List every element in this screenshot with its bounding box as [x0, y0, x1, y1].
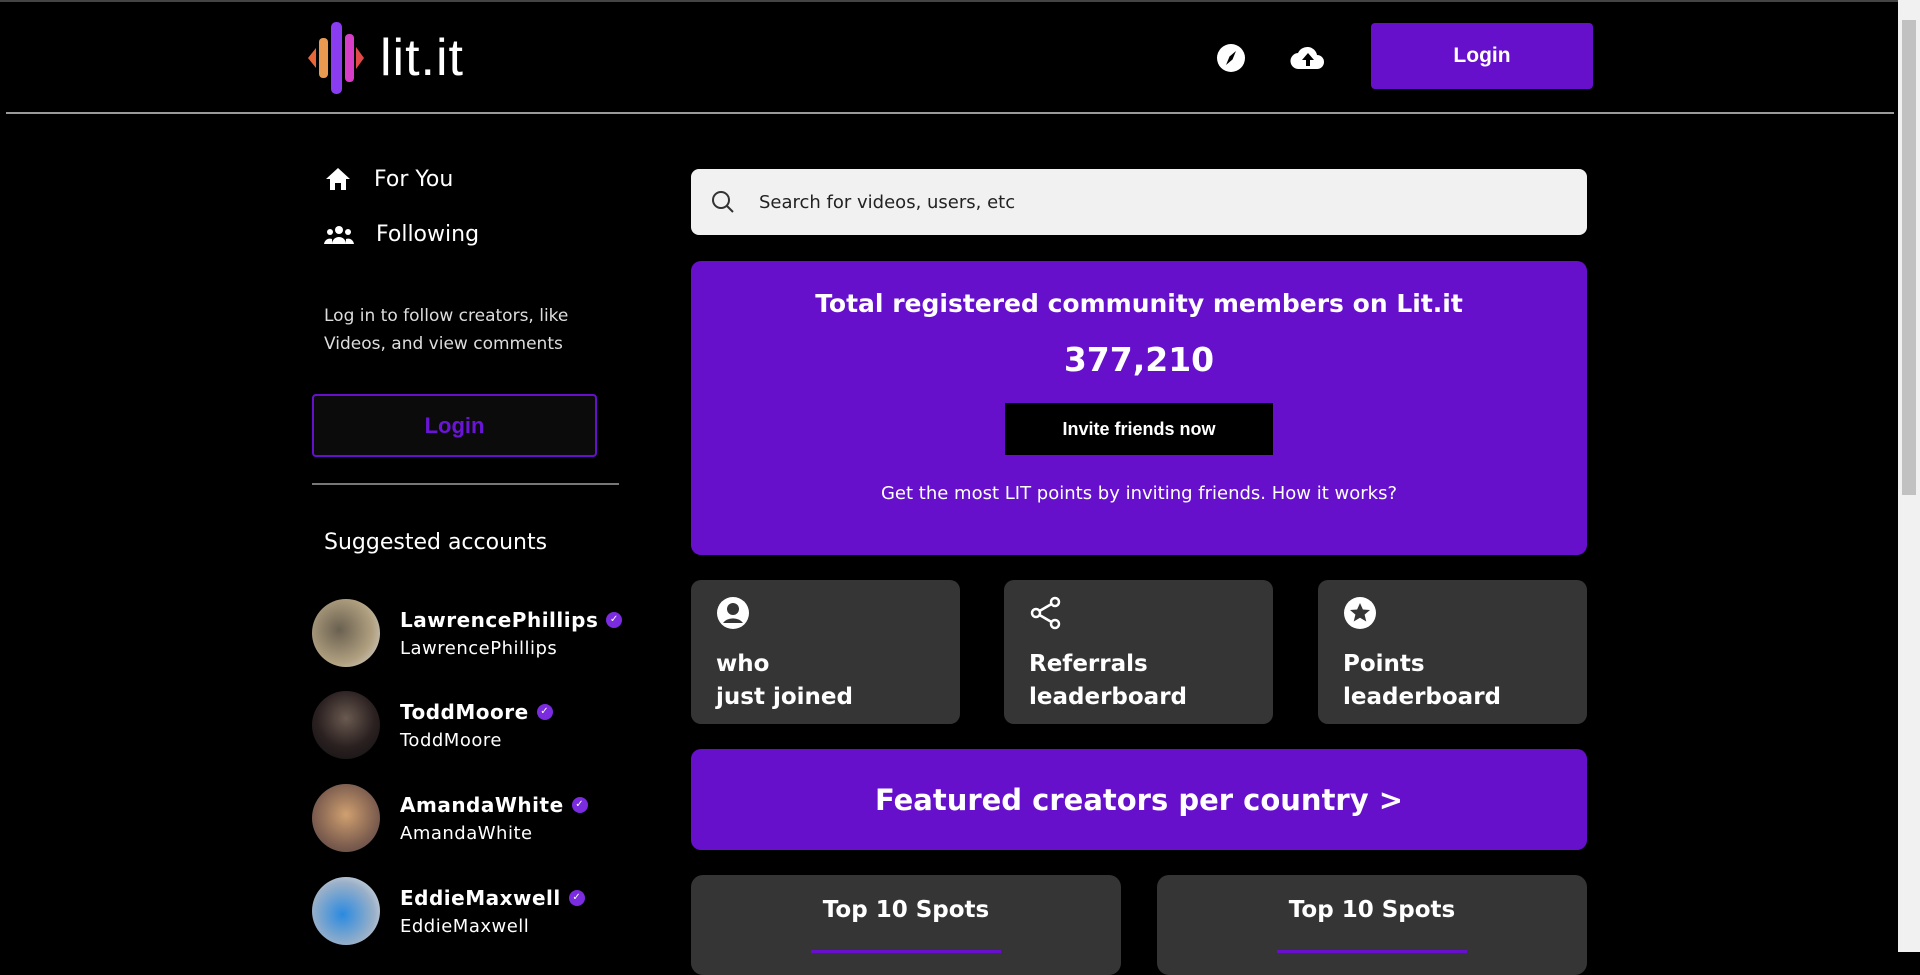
- tile-label: who: [716, 651, 770, 677]
- tile-label: leaderboard: [1343, 684, 1502, 710]
- search-input[interactable]: [759, 191, 1539, 213]
- account-username: ToddMoore: [400, 729, 502, 751]
- account-name: LawrencePhillips: [400, 607, 599, 632]
- stats-title: Total registered community members on Li…: [815, 289, 1463, 318]
- share-icon: [1030, 596, 1061, 630]
- home-icon: [326, 168, 350, 190]
- logo[interactable]: lit.it: [306, 20, 464, 96]
- account-name: ToddMoore: [400, 699, 529, 724]
- avatar: [312, 784, 380, 852]
- account-name: EddieMaxwell: [400, 885, 561, 910]
- upload-cloud-icon: [1290, 46, 1324, 70]
- scrollbar-thumb[interactable]: [1902, 20, 1916, 495]
- account-username: LawrencePhillips: [400, 637, 558, 659]
- verified-icon: ✓: [568, 889, 585, 906]
- logo-mark-icon: [308, 22, 364, 94]
- sidebar-item-label: Following: [376, 222, 480, 247]
- sidebar-item-label: For You: [374, 166, 454, 192]
- account-item[interactable]: ToddMoore ✓ ToddMoore: [312, 691, 553, 759]
- tile-label: Points: [1343, 651, 1425, 677]
- community-stats-card: Total registered community members on Li…: [691, 261, 1587, 555]
- account-item[interactable]: EddieMaxwell ✓ EddieMaxwell: [312, 877, 585, 945]
- login-button[interactable]: Login: [1371, 23, 1593, 89]
- top-spots-card[interactable]: Top 10 Spots: [691, 875, 1121, 975]
- tile-label: leaderboard: [1029, 684, 1188, 710]
- points-leaderboard-tile[interactable]: Points leaderboard: [1318, 580, 1587, 724]
- verified-icon: ✓: [536, 703, 553, 720]
- account-item[interactable]: AmandaWhite ✓ AmandaWhite: [312, 784, 588, 852]
- top-spots-card[interactable]: Top 10 Spots: [1157, 875, 1587, 975]
- upload-button[interactable]: [1290, 40, 1326, 76]
- account-username: AmandaWhite: [400, 822, 533, 844]
- suggested-accounts-title: Suggested accounts: [324, 530, 548, 555]
- user-circle-icon: [717, 597, 749, 629]
- member-count: 377,210: [1063, 340, 1215, 379]
- tile-label: just joined: [716, 684, 853, 710]
- referrals-leaderboard-tile[interactable]: Referrals leaderboard: [1004, 580, 1273, 724]
- search-bar[interactable]: [691, 169, 1587, 235]
- compass-icon: [1217, 44, 1245, 72]
- search-icon: [712, 191, 734, 213]
- who-just-joined-tile[interactable]: who just joined: [691, 580, 960, 724]
- explore-button[interactable]: [1213, 40, 1249, 76]
- header-divider: [6, 112, 1894, 114]
- card-title: Top 10 Spots: [822, 897, 990, 923]
- sidebar-divider: [312, 483, 619, 485]
- users-icon: [324, 225, 354, 244]
- login-hint: Log in to follow creators, like Videos, …: [324, 306, 569, 354]
- window-top-border: [0, 0, 1898, 2]
- card-title: Top 10 Spots: [1288, 897, 1456, 923]
- account-item[interactable]: LawrencePhillips ✓ LawrencePhillips: [312, 599, 623, 667]
- account-username: EddieMaxwell: [400, 915, 530, 937]
- invite-friends-button[interactable]: Invite friends now: [1005, 403, 1273, 455]
- avatar: [312, 599, 380, 667]
- verified-icon: ✓: [571, 796, 588, 813]
- sidebar-login-button[interactable]: Login: [312, 394, 597, 457]
- verified-icon: ✓: [606, 611, 623, 628]
- invite-info-link[interactable]: Get the most LIT points by inviting frie…: [880, 483, 1398, 504]
- account-name: AmandaWhite: [400, 792, 564, 817]
- featured-creators-button[interactable]: Featured creators per country >: [691, 749, 1587, 850]
- tile-label: Referrals: [1029, 651, 1148, 677]
- avatar: [312, 691, 380, 759]
- star-circle-icon: [1344, 597, 1376, 629]
- logo-text: lit.it: [380, 29, 464, 87]
- sidebar-item-for-you[interactable]: For You: [324, 166, 453, 192]
- sidebar-item-following[interactable]: Following: [324, 222, 479, 247]
- avatar: [312, 877, 380, 945]
